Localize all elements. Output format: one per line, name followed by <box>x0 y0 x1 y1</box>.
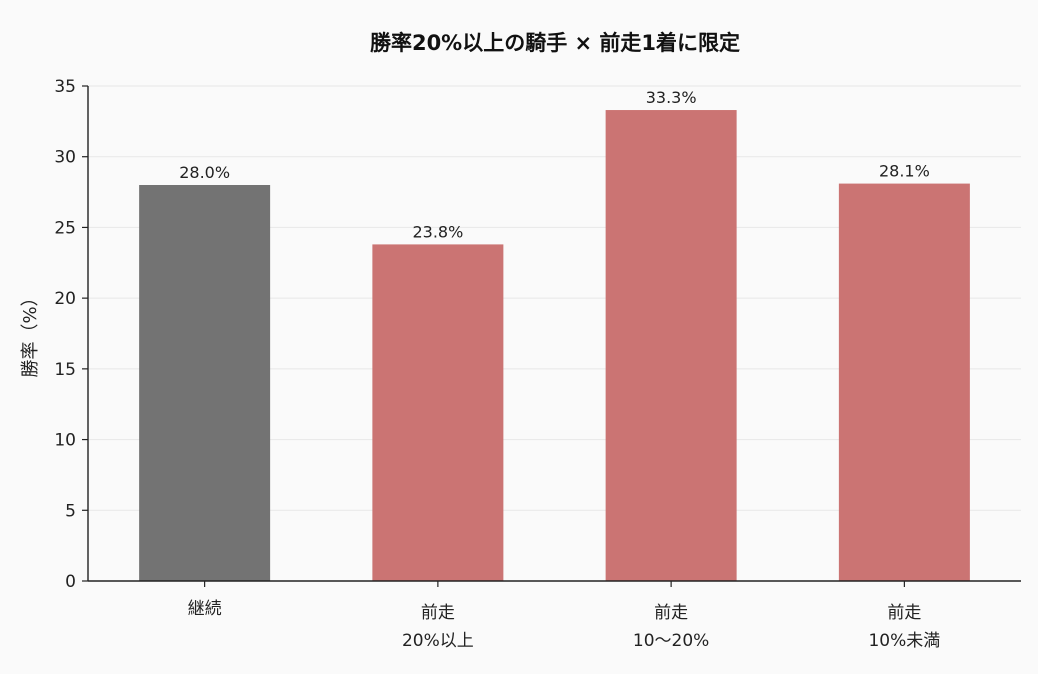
y-tick-label: 0 <box>65 572 76 592</box>
x-tick-label: 10〜20% <box>633 631 709 651</box>
y-tick-label: 10 <box>54 431 76 451</box>
y-axis-label: 勝率（%） <box>20 288 41 377</box>
x-tick-label: 継続 <box>188 599 222 619</box>
y-tick-label: 20 <box>54 289 76 309</box>
bar-value-label: 28.0% <box>179 163 230 182</box>
x-tick-label: 前走 <box>421 603 455 623</box>
x-tick-label: 10%未満 <box>868 631 940 651</box>
axes <box>87 86 1021 582</box>
x-tick-labels: 継続 前走 20%以上 前走 10〜20% 前走 10%未満 <box>188 581 940 651</box>
y-tick-label: 25 <box>54 218 76 238</box>
y-tick-label: 30 <box>54 148 76 168</box>
y-tick-labels: 0 5 10 15 20 25 30 35 <box>54 77 88 592</box>
bar <box>372 244 504 581</box>
bars <box>139 110 970 582</box>
bar <box>838 183 970 582</box>
y-tick-label: 5 <box>65 501 76 521</box>
bar-value-label: 33.3% <box>646 88 697 107</box>
data-labels: 28.0% 23.8% 33.3% 28.1% <box>179 88 930 241</box>
y-tick-label: 35 <box>54 77 76 97</box>
bar <box>605 110 737 582</box>
bar-value-label: 23.8% <box>412 222 463 241</box>
x-tick-label: 前走 <box>887 603 921 623</box>
bar <box>139 185 271 581</box>
x-tick-label: 前走 <box>654 603 688 623</box>
y-tick-label: 15 <box>54 360 76 380</box>
x-tick-label: 20%以上 <box>402 631 474 651</box>
bar-value-label: 28.1% <box>879 162 930 181</box>
chart-title: 勝率20%以上の騎手 × 前走1着に限定 <box>370 31 740 55</box>
